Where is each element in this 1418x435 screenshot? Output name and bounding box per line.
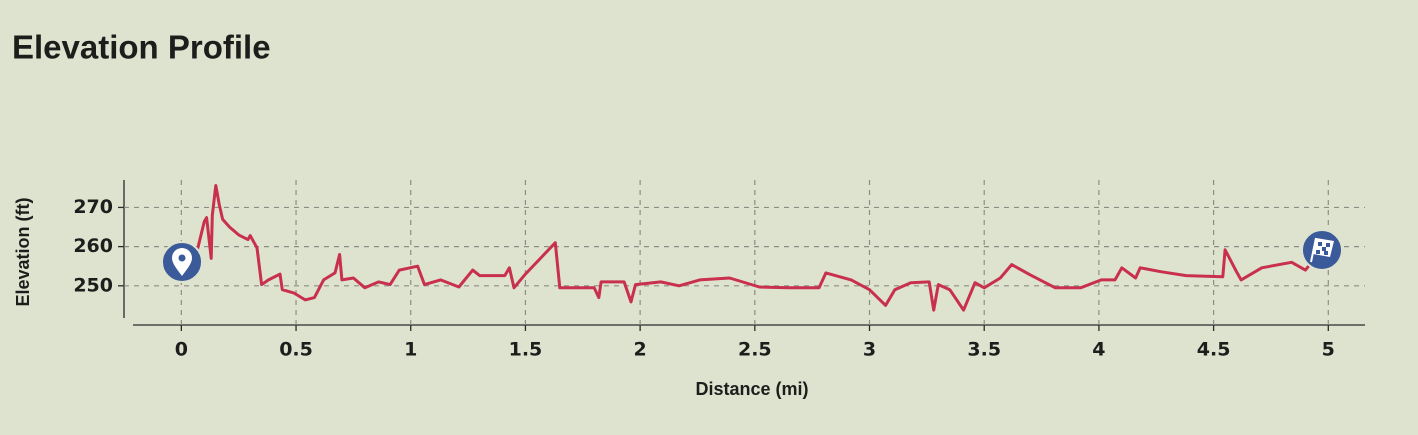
x-tick-label: 4: [1092, 339, 1105, 361]
x-tick-label: 3: [863, 339, 876, 361]
grid: [118, 180, 1365, 331]
x-tick-label: 5: [1322, 339, 1335, 361]
y-axis-label: Elevation (ft): [13, 197, 33, 306]
x-tick-label: 1: [404, 339, 417, 361]
plot: [195, 184, 1312, 312]
finish-marker: [1301, 229, 1343, 271]
y-tick-label: 270: [73, 196, 113, 218]
x-tick-label: 3.5: [967, 339, 1001, 361]
chart-title: Elevation Profile: [12, 29, 271, 66]
y-tick-label: 260: [73, 235, 113, 257]
elevation-line: [195, 184, 1312, 312]
x-tick-label: 1.5: [509, 339, 543, 361]
x-axis-label: Distance (mi): [695, 379, 808, 399]
x-tick-label: 2: [634, 339, 647, 361]
x-tick-label: 2.5: [738, 339, 772, 361]
x-tick-label: 0: [175, 339, 188, 361]
x-tick-label: 0.5: [279, 339, 313, 361]
x-tick-label: 4.5: [1197, 339, 1231, 361]
y-tick-label: 250: [73, 274, 113, 296]
start-marker: [161, 241, 203, 283]
